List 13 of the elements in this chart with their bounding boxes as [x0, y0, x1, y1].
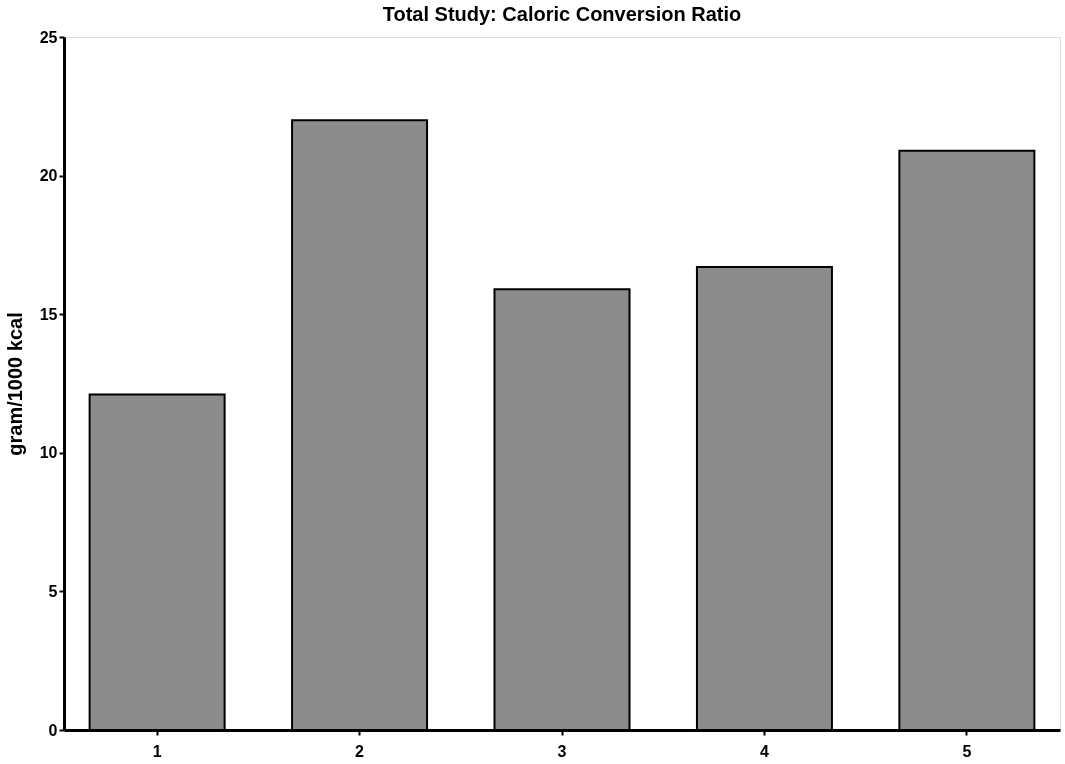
y-tick-label: 10: [39, 444, 58, 462]
y-tick-label: 5: [48, 582, 58, 600]
y-tick-label: 15: [39, 305, 58, 323]
chart-title: Total Study: Caloric Conversion Ratio: [382, 3, 742, 25]
y-axis-title: gram/1000 kcal: [3, 312, 26, 456]
x-tick-label: 2: [355, 742, 365, 760]
y-tick-label: 25: [39, 28, 58, 46]
y-tick-label: 0: [48, 721, 58, 739]
x-tick-label: 4: [759, 742, 769, 760]
x-tick-label: 5: [962, 742, 972, 760]
x-tick-label: 1: [152, 742, 162, 760]
y-tick-label: 20: [39, 167, 58, 185]
x-tick-label: 3: [557, 742, 567, 760]
